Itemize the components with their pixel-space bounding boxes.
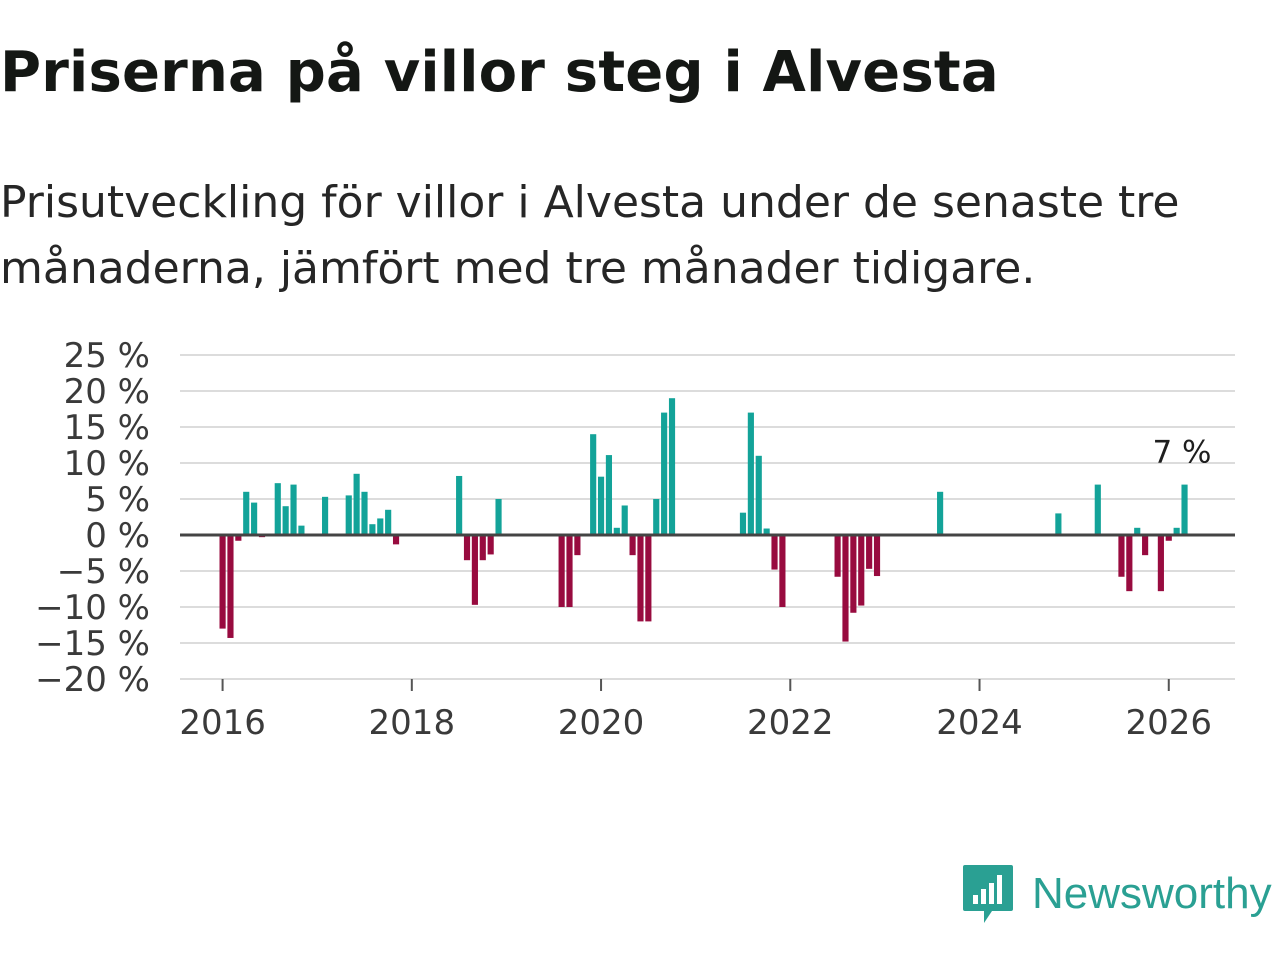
- brand-logo: Newsworthy: [962, 863, 1272, 925]
- bar: [613, 527, 620, 535]
- chart-title: Priserna på villor steg i Alvesta: [0, 40, 999, 105]
- last-value-label: 7 %: [1152, 435, 1211, 471]
- bar: [1173, 527, 1180, 535]
- bar: [487, 535, 494, 555]
- bar: [243, 491, 250, 535]
- brand-name: Newsworthy: [1032, 869, 1272, 918]
- bar: [369, 524, 376, 535]
- bar: [771, 535, 778, 570]
- bar: [779, 535, 786, 607]
- y-tick-label: 5 %: [85, 480, 150, 520]
- x-tick-label: 2016: [179, 703, 266, 743]
- bar: [937, 491, 944, 535]
- y-tick-label: −20 %: [35, 660, 150, 700]
- y-tick-label: −15 %: [35, 624, 150, 664]
- bar: [574, 535, 581, 556]
- bar: [1055, 513, 1062, 535]
- bar: [353, 473, 360, 535]
- bar: [739, 512, 747, 535]
- bar: [605, 455, 613, 535]
- bar: [1142, 535, 1149, 556]
- y-tick-label: −5 %: [57, 552, 150, 592]
- bar: [495, 499, 502, 535]
- bar: [251, 502, 258, 535]
- bar: [763, 528, 770, 535]
- bar: [858, 535, 865, 606]
- y-tick-label: 25 %: [64, 336, 150, 376]
- bar: [645, 535, 652, 622]
- bar: [290, 484, 297, 535]
- x-tick-label: 2022: [747, 703, 834, 743]
- bar: [345, 495, 352, 535]
- bar: [653, 499, 660, 535]
- chart-subtitle: Prisutveckling för villor i Alvesta unde…: [0, 177, 1180, 294]
- bar: [471, 535, 478, 605]
- y-tick-label: −10 %: [35, 588, 150, 628]
- labels: 25 %20 %15 %10 %5 %0 %−5 %−10 %−15 %−20 …: [35, 336, 1212, 743]
- grid-lines: [180, 354, 1235, 680]
- bar: [463, 535, 471, 561]
- bar: [361, 491, 368, 535]
- bar: [235, 535, 242, 541]
- bar: [1118, 535, 1125, 577]
- y-tick-label: 10 %: [64, 444, 150, 484]
- bar: [1165, 535, 1172, 541]
- x-tick-label: 2020: [558, 703, 645, 743]
- bar: [866, 535, 873, 569]
- bar: [219, 535, 226, 629]
- bar: [747, 412, 754, 535]
- y-tick-label: 20 %: [64, 372, 150, 412]
- axes: [180, 533, 1235, 691]
- bar: [282, 506, 289, 535]
- bar: [385, 509, 392, 535]
- bar: [842, 535, 849, 642]
- bar: [274, 483, 281, 535]
- bar: [590, 434, 597, 535]
- bar: [479, 535, 486, 561]
- bar: [597, 476, 605, 535]
- bar: [661, 412, 668, 535]
- bar: [873, 535, 881, 577]
- bar: [1181, 484, 1188, 535]
- bar: [377, 518, 384, 535]
- bar: [850, 535, 857, 613]
- bar: [1094, 484, 1101, 535]
- bar: [558, 535, 565, 607]
- bars: [219, 398, 1188, 642]
- bar: [621, 505, 628, 535]
- bar: [1134, 527, 1141, 535]
- newsworthy-logo-icon: [963, 865, 1013, 923]
- bar: [668, 398, 676, 535]
- bar: [392, 535, 400, 545]
- bar: [456, 475, 463, 535]
- x-tick-label: 2018: [369, 703, 456, 743]
- bar: [322, 496, 329, 535]
- bar: [637, 535, 644, 622]
- bar: [1126, 535, 1133, 592]
- bar: [566, 535, 573, 607]
- bar: [755, 455, 762, 535]
- y-tick-label: 0 %: [85, 516, 150, 556]
- x-tick-label: 2024: [936, 703, 1023, 743]
- bar: [629, 535, 636, 556]
- x-tick-label: 2026: [1126, 703, 1213, 743]
- bar: [298, 525, 305, 535]
- bar: [1157, 535, 1164, 592]
- y-tick-label: 15 %: [64, 408, 150, 448]
- bar: [834, 535, 841, 577]
- bar: [227, 535, 234, 638]
- bar-chart: 25 %20 %15 %10 %5 %0 %−5 %−10 %−15 %−20 …: [35, 336, 1235, 743]
